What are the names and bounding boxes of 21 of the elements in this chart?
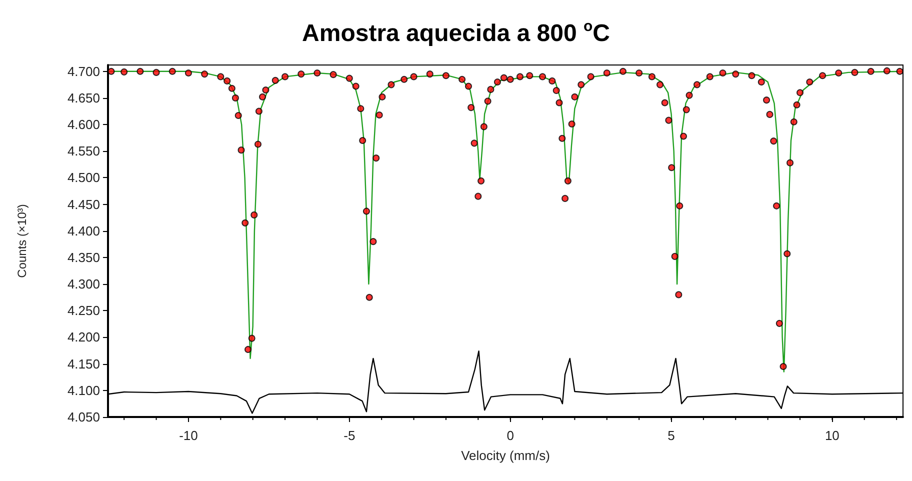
y-tick-label: 4.450 [67, 196, 100, 212]
x-tick-label: -10 [179, 428, 198, 443]
y-tick-label: 4.350 [67, 250, 100, 265]
x-tick-label: 10 [824, 428, 840, 443]
y-tick-label: 4.600 [67, 117, 100, 132]
x-tick-label: -5 [344, 428, 356, 443]
x-axis-title: Velocity (mm/s) [461, 448, 550, 463]
y-tick-label: 4.300 [67, 276, 100, 292]
y-tick-label: 4.400 [67, 223, 100, 238]
y-tick-label: 4.200 [67, 330, 100, 345]
y-tick-label: 4.700 [67, 64, 100, 79]
x-tick-label: 0 [506, 428, 514, 443]
y-tick-label: 4.500 [67, 170, 100, 186]
y-tick-label: 4.250 [67, 303, 100, 318]
y-tick-label: 4.100 [67, 382, 100, 398]
y-tick-label: 4.650 [67, 90, 100, 106]
y-tick-label: 4.150 [67, 356, 100, 372]
y-tick-label: 4.550 [67, 144, 100, 159]
y-tick-label: 4.050 [67, 410, 100, 424]
x-tick-label: 5 [668, 428, 675, 443]
y-axis-title: Counts (×10³) [15, 204, 29, 278]
